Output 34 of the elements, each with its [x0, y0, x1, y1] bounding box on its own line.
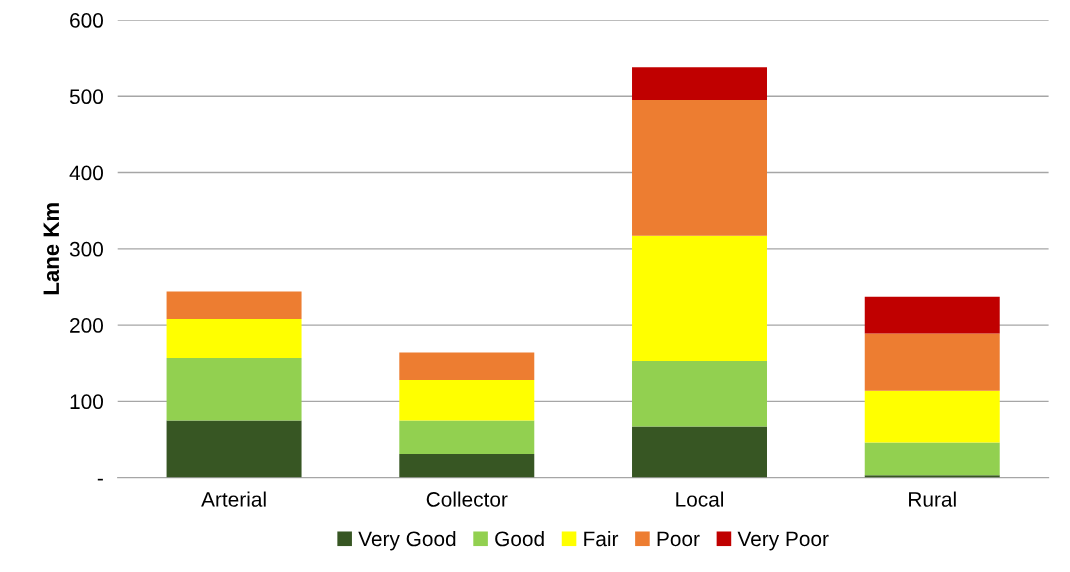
bar	[864, 442, 1000, 476]
bar	[632, 426, 767, 478]
y-tick-label: 200	[70, 318, 103, 333]
bar	[399, 453, 535, 478]
legend-label: Good	[495, 530, 544, 547]
bar	[166, 291, 302, 319]
y-tick-label: 300	[69, 241, 103, 257]
y-tick-label: 600	[70, 13, 103, 28]
bar	[632, 360, 767, 427]
y-tick-label: 400	[69, 165, 103, 181]
legend-label: Very Poor	[737, 531, 829, 551]
y-tick-label: 100	[70, 394, 103, 410]
bar	[864, 296, 1000, 334]
y-axis-title: Lane Km	[43, 203, 60, 295]
legend-label: Poor	[657, 531, 700, 547]
bar	[864, 333, 1000, 391]
bar	[632, 235, 767, 361]
y-tick-label: 500	[69, 89, 103, 105]
bar	[399, 420, 535, 454]
bar	[632, 100, 767, 236]
bar	[399, 380, 535, 421]
x-tick-label: Rural	[909, 491, 956, 507]
legend-label: Very Good	[358, 530, 456, 551]
bar	[166, 357, 302, 421]
x-tick-label: Arterial	[201, 491, 266, 507]
x-tick-label: Local	[676, 491, 724, 507]
bar	[399, 352, 535, 380]
x-tick-label: Collector	[426, 491, 508, 507]
bar	[864, 390, 1000, 443]
bar	[632, 67, 767, 101]
y-tick-label: -	[97, 478, 103, 481]
legend-label: Fair	[584, 530, 619, 547]
bar	[166, 420, 302, 478]
bar	[166, 318, 302, 358]
